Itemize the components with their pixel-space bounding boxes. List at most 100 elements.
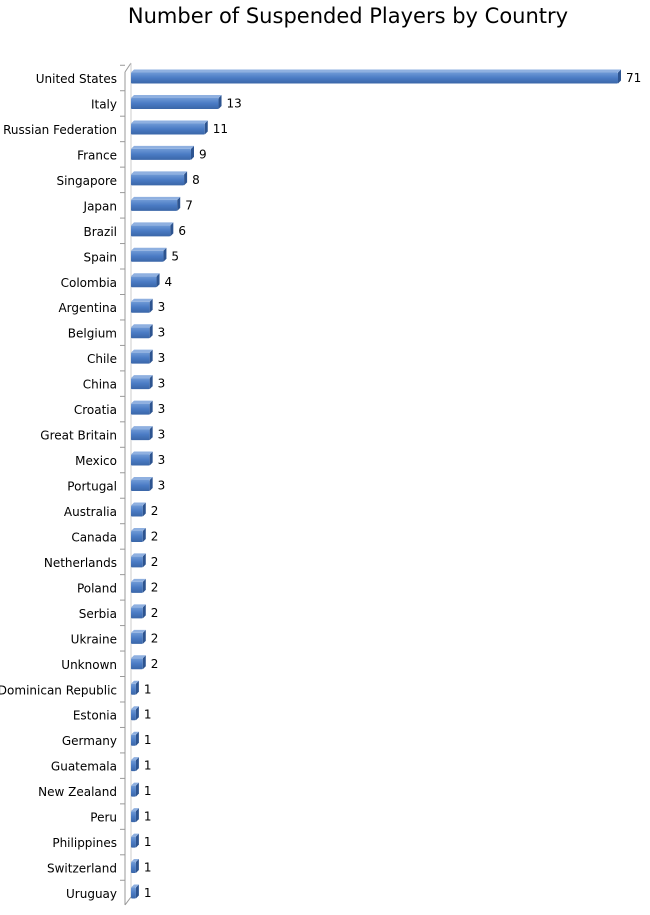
data-label: 1 bbox=[144, 861, 152, 875]
data-label: 8 bbox=[192, 173, 200, 187]
bar bbox=[131, 706, 139, 721]
category-label: New Zealand bbox=[38, 785, 117, 799]
category-label: Peru bbox=[90, 811, 117, 825]
data-label: 9 bbox=[199, 147, 207, 161]
data-label: 3 bbox=[158, 377, 166, 391]
data-label: 7 bbox=[185, 198, 193, 212]
data-label: 2 bbox=[151, 580, 159, 594]
data-label: 3 bbox=[158, 402, 166, 416]
bar bbox=[131, 273, 160, 288]
bar bbox=[131, 426, 153, 441]
category-label: Singapore bbox=[56, 174, 117, 188]
category-label: Spain bbox=[83, 250, 117, 264]
data-label: 2 bbox=[151, 657, 159, 671]
bar bbox=[131, 655, 146, 670]
bar bbox=[131, 502, 146, 517]
category-label: Portugal bbox=[67, 480, 117, 494]
bar bbox=[131, 808, 139, 823]
category-label: Croatia bbox=[74, 403, 117, 417]
bar bbox=[131, 833, 139, 848]
category-label: Great Britain bbox=[40, 429, 117, 443]
category-label: Japan bbox=[83, 199, 117, 213]
bar bbox=[131, 196, 181, 211]
bar bbox=[131, 94, 222, 109]
category-label: Argentina bbox=[58, 301, 117, 315]
category-label: Ukraine bbox=[71, 632, 117, 646]
bar bbox=[131, 324, 153, 339]
bar bbox=[131, 298, 153, 313]
category-label: Switzerland bbox=[47, 862, 117, 876]
category-label: United States bbox=[36, 72, 117, 86]
bar bbox=[131, 222, 174, 237]
bar bbox=[131, 120, 208, 135]
data-label: 2 bbox=[151, 504, 159, 518]
data-label: 2 bbox=[151, 631, 159, 645]
bar bbox=[131, 553, 146, 568]
bar bbox=[131, 757, 139, 772]
bar bbox=[131, 171, 188, 186]
data-label: 1 bbox=[144, 708, 152, 722]
data-label: 1 bbox=[144, 682, 152, 696]
data-label: 71 bbox=[626, 71, 641, 85]
bar bbox=[131, 349, 153, 364]
bar bbox=[131, 629, 146, 644]
category-label: Serbia bbox=[79, 607, 117, 621]
category-label: Canada bbox=[71, 530, 117, 544]
category-label: Unknown bbox=[61, 658, 117, 672]
data-label: 2 bbox=[151, 529, 159, 543]
data-label: 1 bbox=[144, 733, 152, 747]
bar bbox=[131, 400, 153, 415]
data-label: 1 bbox=[144, 784, 152, 798]
category-label: Australia bbox=[64, 505, 117, 519]
data-label: 3 bbox=[158, 479, 166, 493]
data-label: 1 bbox=[144, 810, 152, 824]
bar bbox=[131, 247, 167, 262]
bar bbox=[131, 680, 139, 695]
data-label: 3 bbox=[158, 326, 166, 340]
category-label: Poland bbox=[77, 581, 117, 595]
category-label: Russian Federation bbox=[3, 123, 117, 137]
bar bbox=[131, 451, 153, 466]
data-label: 1 bbox=[144, 835, 152, 849]
category-label: Uruguay bbox=[66, 887, 117, 901]
data-label: 4 bbox=[165, 275, 173, 289]
category-label: Dominican Republic bbox=[0, 683, 117, 697]
bar bbox=[131, 145, 194, 160]
bar bbox=[131, 859, 139, 874]
bar bbox=[131, 69, 621, 84]
data-label: 5 bbox=[171, 249, 179, 263]
category-label: Italy bbox=[91, 97, 117, 111]
bar bbox=[131, 884, 139, 899]
category-label: France bbox=[77, 148, 117, 162]
bar bbox=[131, 782, 139, 797]
data-label: 3 bbox=[158, 453, 166, 467]
category-label: Germany bbox=[62, 734, 117, 748]
bar bbox=[131, 375, 153, 390]
category-label: Mexico bbox=[75, 454, 117, 468]
bar bbox=[131, 578, 146, 593]
data-label: 1 bbox=[144, 759, 152, 773]
data-label: 1 bbox=[144, 886, 152, 900]
category-label: Colombia bbox=[61, 276, 117, 290]
category-label: Estonia bbox=[73, 709, 117, 723]
data-label: 2 bbox=[151, 606, 159, 620]
data-label: 3 bbox=[158, 300, 166, 314]
bar bbox=[131, 731, 139, 746]
data-label: 11 bbox=[213, 122, 228, 136]
category-label: Guatemala bbox=[51, 760, 117, 774]
category-label: Belgium bbox=[68, 327, 117, 341]
category-label: China bbox=[83, 378, 117, 392]
y-axis bbox=[120, 62, 132, 906]
category-label: Chile bbox=[87, 352, 117, 366]
category-label: Brazil bbox=[84, 225, 118, 239]
bar bbox=[131, 604, 146, 619]
bar bbox=[131, 527, 146, 542]
data-label: 2 bbox=[151, 555, 159, 569]
data-label: 3 bbox=[158, 351, 166, 365]
data-label: 3 bbox=[158, 428, 166, 442]
data-label: 6 bbox=[178, 224, 186, 238]
category-label: Netherlands bbox=[44, 556, 117, 570]
chart-title: Number of Suspended Players by Country bbox=[127, 4, 569, 28]
data-label: 13 bbox=[227, 96, 242, 110]
